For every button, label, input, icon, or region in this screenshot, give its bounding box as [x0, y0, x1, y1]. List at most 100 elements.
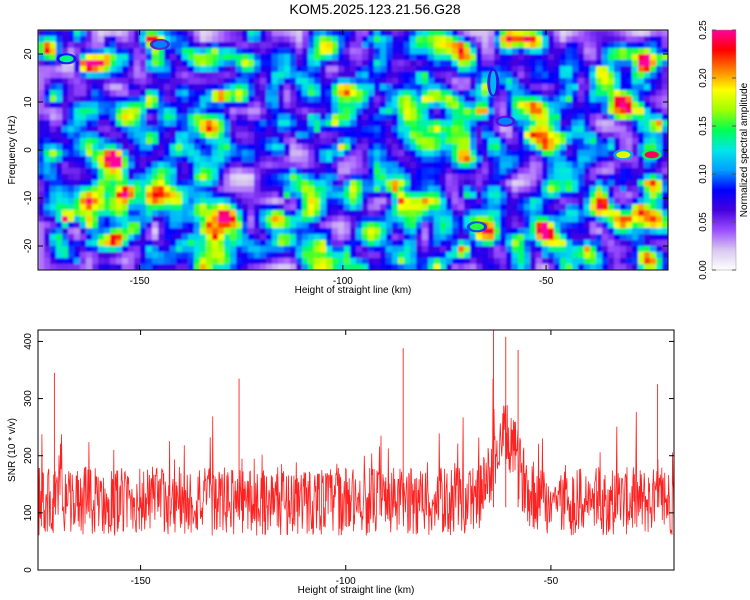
- heat-cell: [92, 150, 99, 157]
- heat-cell: [560, 30, 567, 37]
- heat-cell: [620, 96, 627, 103]
- heat-cell: [422, 192, 429, 199]
- heat-cell: [392, 192, 399, 199]
- heat-cell: [530, 72, 537, 79]
- heat-cell: [104, 240, 111, 247]
- heat-cell: [608, 264, 615, 270]
- heat-cell: [380, 36, 387, 43]
- heat-cell: [338, 36, 345, 43]
- heat-cell: [242, 156, 249, 163]
- heat-cell: [458, 228, 465, 235]
- heat-cell: [140, 228, 147, 235]
- heat-cell: [500, 240, 507, 247]
- heat-cell: [398, 48, 405, 55]
- heat-cell: [56, 228, 63, 235]
- heat-cell: [470, 144, 477, 151]
- heat-cell: [476, 216, 483, 223]
- heat-cell: [308, 204, 315, 211]
- heat-cell: [440, 96, 447, 103]
- heat-cell: [614, 54, 621, 61]
- heat-cell: [566, 90, 573, 97]
- heat-cell: [620, 84, 627, 91]
- heat-cell: [284, 66, 291, 73]
- heat-cell: [512, 120, 519, 127]
- heat-cell: [248, 108, 255, 115]
- heat-cell: [56, 180, 63, 187]
- heat-cell: [188, 174, 195, 181]
- heat-cell: [56, 222, 63, 229]
- heat-cell: [74, 90, 81, 97]
- heat-cell: [536, 84, 543, 91]
- heat-cell: [398, 66, 405, 73]
- heat-cell: [446, 186, 453, 193]
- heat-cell: [584, 216, 591, 223]
- heat-cell: [632, 252, 639, 259]
- heat-cell: [272, 186, 279, 193]
- heat-cell: [542, 174, 549, 181]
- heat-cell: [194, 132, 201, 139]
- heat-cell: [572, 54, 579, 61]
- heat-cell: [656, 90, 663, 97]
- heat-cell: [104, 66, 111, 73]
- heat-cell: [620, 204, 627, 211]
- heat-cell: [392, 258, 399, 265]
- heat-cell: [230, 180, 237, 187]
- heat-cell: [446, 180, 453, 187]
- heat-cell: [86, 126, 93, 133]
- heat-cell: [524, 84, 531, 91]
- heat-cell: [242, 192, 249, 199]
- heat-cell: [194, 138, 201, 145]
- heat-cell: [272, 60, 279, 67]
- heat-cell: [116, 60, 123, 67]
- heat-cell: [140, 60, 147, 67]
- heat-cell: [410, 246, 417, 253]
- heat-cell: [644, 30, 651, 37]
- heat-cell: [446, 174, 453, 181]
- heat-cell: [128, 72, 135, 79]
- heat-cell: [422, 198, 429, 205]
- heat-cell: [494, 252, 501, 259]
- heat-cell: [530, 198, 537, 205]
- heat-cell: [92, 54, 99, 61]
- heat-cell: [206, 48, 213, 55]
- heat-cell: [116, 96, 123, 103]
- heat-cell: [110, 264, 117, 270]
- heat-cell: [608, 222, 615, 229]
- heat-cell: [404, 162, 411, 169]
- heat-cell: [482, 120, 489, 127]
- heat-cell: [560, 156, 567, 163]
- heat-cell: [428, 258, 435, 265]
- heat-cell: [554, 198, 561, 205]
- heat-cell: [578, 246, 585, 253]
- heat-cell: [494, 162, 501, 169]
- heat-cell: [140, 216, 147, 223]
- heat-cell: [512, 144, 519, 151]
- heat-cell: [602, 42, 609, 49]
- heat-cell: [650, 216, 657, 223]
- heat-cell: [452, 156, 459, 163]
- heat-cell: [74, 78, 81, 85]
- heat-cell: [200, 114, 207, 121]
- heat-cell: [290, 258, 297, 265]
- heat-cell: [128, 84, 135, 91]
- heat-cell: [404, 60, 411, 67]
- heat-cell: [182, 90, 189, 97]
- heat-cell: [38, 84, 45, 91]
- heat-cell: [410, 60, 417, 67]
- heat-cell: [602, 132, 609, 139]
- heat-cell: [74, 150, 81, 157]
- heat-cell: [254, 228, 261, 235]
- colorbar: 0.000.050.100.150.200.25 Normalized spec…: [698, 20, 750, 280]
- heat-cell: [578, 180, 585, 187]
- heat-cell: [254, 54, 261, 61]
- heat-cell: [440, 264, 447, 270]
- heat-cell: [116, 54, 123, 61]
- heat-cell: [536, 234, 543, 241]
- heat-cell: [662, 162, 668, 169]
- heat-cell: [494, 216, 501, 223]
- heat-cell: [392, 174, 399, 181]
- heat-cell: [518, 228, 525, 235]
- heat-cell: [92, 84, 99, 91]
- heat-cell: [662, 204, 668, 211]
- heat-cell: [386, 66, 393, 73]
